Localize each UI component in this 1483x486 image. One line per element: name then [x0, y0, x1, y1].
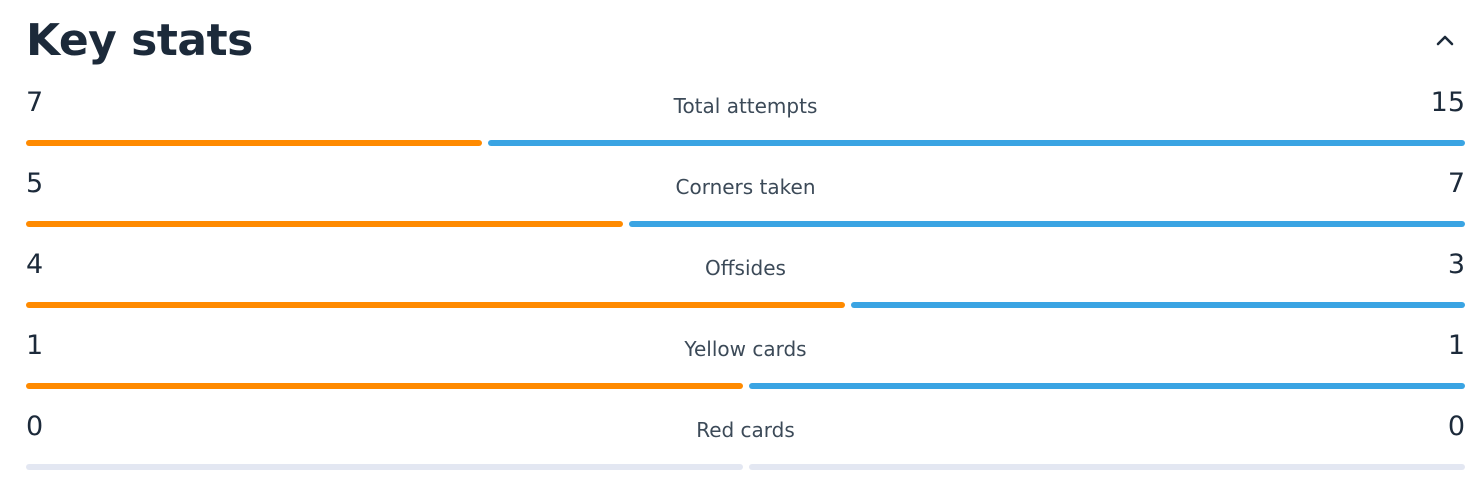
away-value: 0 [1447, 411, 1465, 442]
stat-label: Total attempts [673, 94, 818, 118]
comparison-bar [26, 383, 1465, 389]
home-value: 7 [26, 87, 44, 118]
section-title: Key stats [26, 14, 253, 66]
home-bar [26, 221, 624, 227]
stat-label: Corners taken [675, 175, 816, 199]
away-bar [487, 140, 1465, 146]
home-value: 0 [26, 411, 44, 442]
home-bar [26, 302, 845, 308]
comparison-bar [26, 302, 1465, 308]
away-bar [748, 383, 1465, 389]
comparison-bar [26, 140, 1465, 146]
away-value: 7 [1447, 168, 1465, 199]
away-value: 3 [1447, 249, 1465, 280]
stat-label: Red cards [696, 418, 795, 442]
home-value: 1 [26, 330, 44, 361]
away-bar [629, 221, 1465, 227]
away-bar [748, 464, 1465, 470]
comparison-bar [26, 464, 1465, 470]
stat-label: Yellow cards [684, 337, 807, 361]
home-value: 5 [26, 168, 44, 199]
stat-row-offsides: 4 Offsides 3 [26, 243, 1465, 324]
chevron-up-icon [1436, 35, 1454, 46]
stat-row-total-attempts: 7 Total attempts 15 [26, 81, 1465, 162]
home-bar [26, 464, 743, 470]
away-value: 15 [1430, 87, 1465, 118]
collapse-button[interactable] [1425, 20, 1465, 60]
stat-label: Offsides [705, 256, 786, 280]
stat-row-yellow-cards: 1 Yellow cards 1 [26, 324, 1465, 405]
comparison-bar [26, 221, 1465, 227]
stat-row-corners-taken: 5 Corners taken 7 [26, 162, 1465, 243]
key-stats-header: Key stats [26, 8, 1465, 72]
stat-row-red-cards: 0 Red cards 0 [26, 405, 1465, 486]
home-bar [26, 140, 482, 146]
away-value: 1 [1447, 330, 1465, 361]
away-bar [850, 302, 1465, 308]
home-value: 4 [26, 249, 44, 280]
home-bar [26, 383, 743, 389]
stats-list: 7 Total attempts 15 5 Corners taken 7 4 … [26, 81, 1465, 486]
